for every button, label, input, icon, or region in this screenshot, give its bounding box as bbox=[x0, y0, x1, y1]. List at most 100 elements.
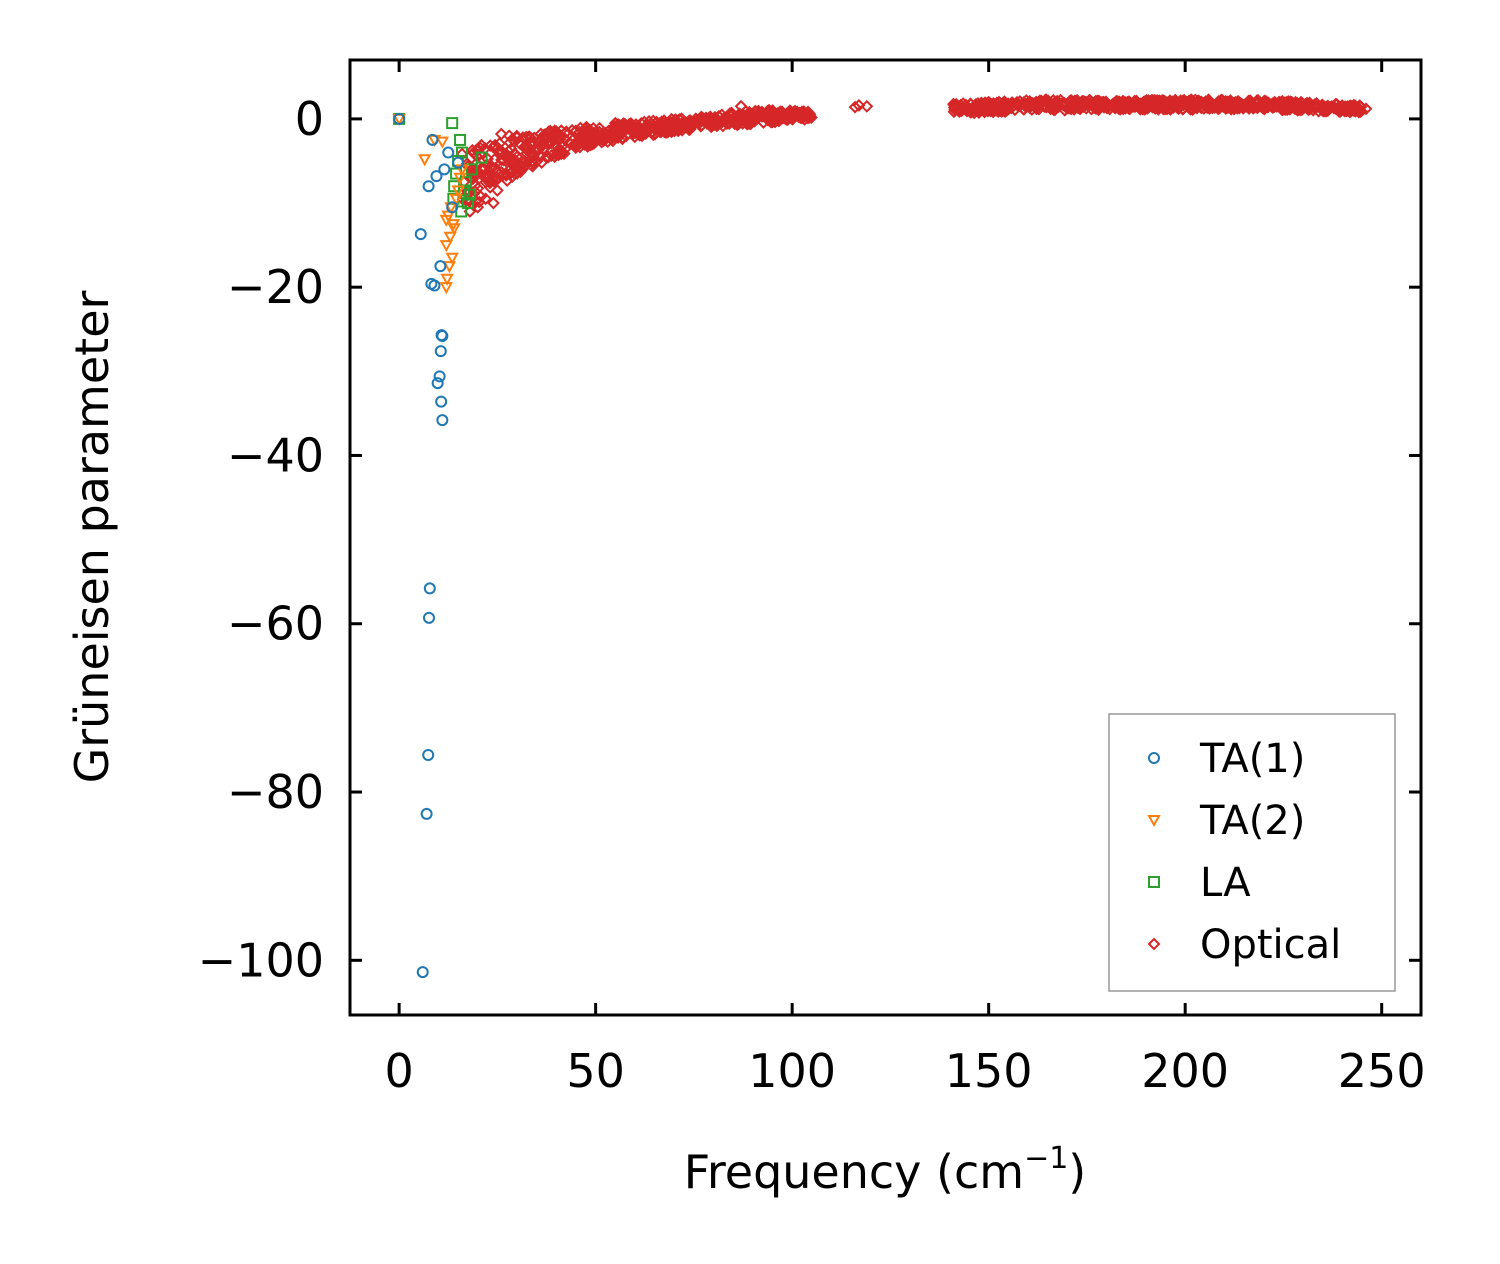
optical-point bbox=[776, 111, 790, 125]
ta-1--point bbox=[414, 228, 427, 241]
optical-point bbox=[479, 192, 493, 206]
optical-point bbox=[583, 126, 596, 140]
plot-area: 0 50 100 150 200 250 0 −20 −40 −60 −80 −100 bbox=[198, 58, 1426, 1098]
optical-point bbox=[506, 132, 519, 146]
optical-point bbox=[517, 156, 531, 170]
optical-point bbox=[483, 139, 497, 153]
optical-point bbox=[734, 99, 748, 113]
optical-point bbox=[1128, 100, 1142, 114]
ta-2--point bbox=[445, 252, 459, 265]
series-ta-1- bbox=[393, 112, 465, 979]
optical-point bbox=[496, 168, 510, 181]
ta-2--point bbox=[442, 261, 457, 274]
optical-point bbox=[1101, 99, 1115, 113]
ta-1--point bbox=[438, 163, 451, 176]
optical-point bbox=[689, 115, 703, 129]
ta-1--point bbox=[452, 156, 465, 169]
ta-2--point bbox=[417, 154, 432, 167]
ta-1--point bbox=[434, 260, 447, 273]
optical-point bbox=[1221, 101, 1235, 115]
ta-1--point bbox=[393, 112, 406, 125]
optical-point bbox=[490, 184, 504, 197]
ta-1--point bbox=[422, 180, 435, 193]
optical-point bbox=[503, 136, 517, 150]
optical-point bbox=[494, 145, 508, 159]
optical-point bbox=[1077, 100, 1091, 113]
optical-point bbox=[1089, 101, 1103, 114]
legend-marker-la bbox=[1148, 876, 1160, 888]
optical-point bbox=[761, 113, 775, 127]
optical-point bbox=[1116, 96, 1130, 110]
x-tick-label: 200 bbox=[1141, 1044, 1229, 1098]
optical-point bbox=[638, 125, 651, 139]
optical-point bbox=[1004, 101, 1018, 115]
optical-point bbox=[1019, 98, 1033, 111]
x-axis-title: Frequency (cm−1) bbox=[684, 1141, 1087, 1199]
series-ta-2- bbox=[392, 113, 469, 295]
optical-point bbox=[1281, 101, 1295, 114]
y-tick-label: −60 bbox=[227, 597, 324, 651]
ta-2--point bbox=[435, 136, 450, 149]
ta-1--point bbox=[422, 611, 435, 624]
optical-point bbox=[1192, 94, 1205, 108]
axis-ticks: 0 50 100 150 200 250 0 −20 −40 −60 −80 −100 bbox=[198, 60, 1426, 1098]
optical-point bbox=[975, 96, 988, 110]
optical-point bbox=[647, 122, 661, 135]
x-tick-label: 250 bbox=[1338, 1044, 1426, 1098]
legend-marker-optical bbox=[1147, 937, 1161, 951]
optical-point bbox=[522, 141, 536, 155]
optical-point bbox=[563, 137, 577, 151]
legend-marker-ta-1- bbox=[1148, 752, 1160, 764]
ta-1--point bbox=[436, 414, 449, 427]
plot-frame bbox=[348, 58, 1423, 1017]
optical-point bbox=[1237, 98, 1251, 112]
optical-point bbox=[1309, 100, 1323, 114]
optical-point bbox=[475, 138, 488, 152]
ta-1--point bbox=[436, 329, 449, 342]
optical-point bbox=[526, 159, 540, 173]
optical-point bbox=[1058, 103, 1072, 117]
optical-point bbox=[537, 128, 551, 142]
optical-point bbox=[1149, 98, 1163, 112]
legend-label: TA(1) bbox=[1199, 736, 1305, 782]
optical-point bbox=[465, 166, 479, 179]
optical-point bbox=[1123, 102, 1137, 116]
optical-point bbox=[998, 96, 1012, 110]
ta-1--point bbox=[422, 749, 435, 762]
optical-point bbox=[668, 124, 681, 138]
optical-point bbox=[549, 125, 563, 138]
optical-point bbox=[1290, 96, 1304, 110]
optical-point bbox=[730, 110, 744, 124]
optical-point bbox=[711, 117, 724, 131]
optical-point bbox=[860, 99, 874, 113]
optical-point bbox=[670, 120, 684, 134]
la-point bbox=[456, 146, 469, 159]
ta-2--point bbox=[451, 185, 465, 198]
optical-point bbox=[496, 153, 510, 167]
optical-point bbox=[752, 104, 765, 118]
la-point bbox=[461, 197, 474, 210]
optical-point bbox=[591, 126, 604, 140]
ta-2--point bbox=[443, 231, 457, 244]
optical-point bbox=[950, 99, 964, 113]
optical-point bbox=[581, 130, 595, 144]
optical-point bbox=[1017, 102, 1031, 116]
optical-point bbox=[1041, 97, 1055, 111]
optical-point bbox=[475, 162, 489, 176]
ta-1--point bbox=[446, 201, 459, 214]
optical-point bbox=[592, 130, 605, 144]
optical-point bbox=[1301, 99, 1315, 113]
ta-1--point bbox=[428, 279, 441, 292]
ta-1--point bbox=[431, 377, 444, 390]
ta-2--point bbox=[447, 223, 461, 236]
optical-point bbox=[1262, 96, 1275, 110]
optical-point bbox=[526, 154, 539, 168]
optical-point bbox=[551, 143, 565, 157]
ta-1--point bbox=[434, 345, 447, 358]
optical-point bbox=[1347, 101, 1360, 115]
optical-point bbox=[487, 196, 500, 210]
optical-point bbox=[559, 125, 573, 139]
optical-point bbox=[1188, 93, 1202, 107]
optical-point bbox=[1233, 96, 1247, 110]
optical-point bbox=[471, 200, 485, 214]
